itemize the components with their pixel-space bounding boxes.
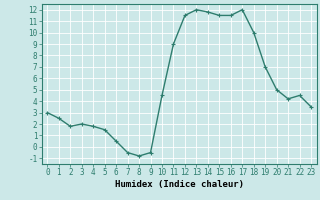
X-axis label: Humidex (Indice chaleur): Humidex (Indice chaleur) [115,180,244,189]
